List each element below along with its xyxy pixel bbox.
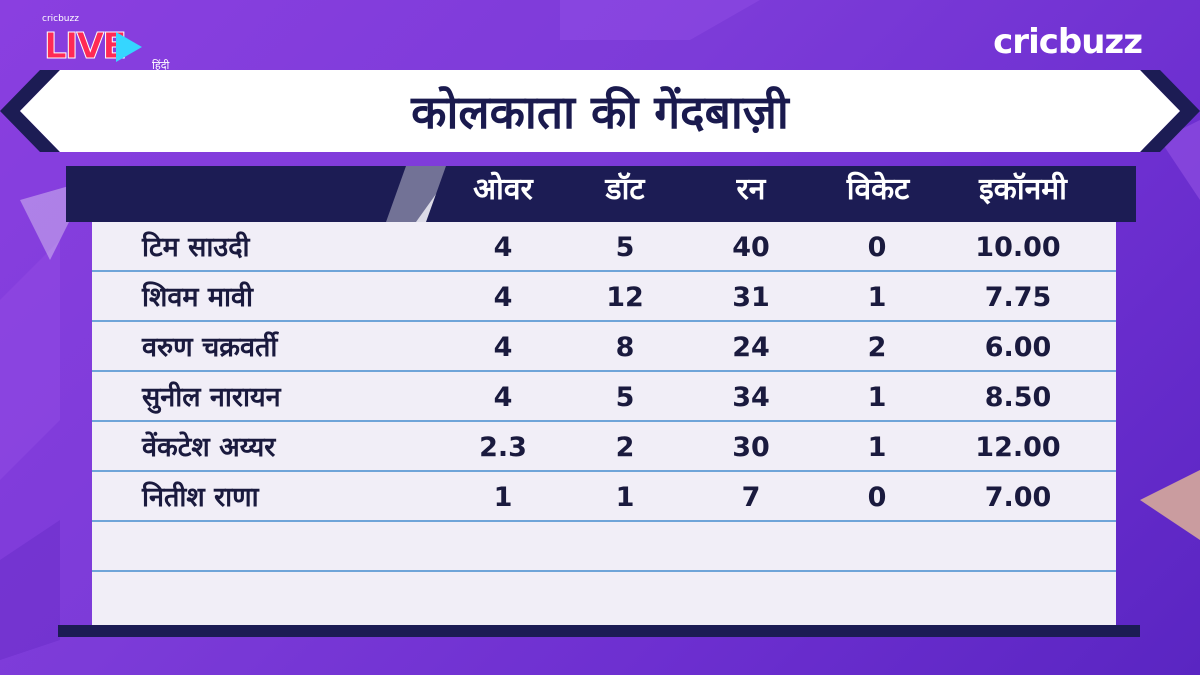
dots-value: 12 xyxy=(606,282,644,313)
page-title: कोलकाता की गेंदबाज़ी xyxy=(411,85,789,139)
runs-value: 24 xyxy=(732,332,770,363)
row-divider xyxy=(92,420,1116,422)
row-divider xyxy=(92,370,1116,372)
column-header-dots: डॉट xyxy=(605,172,645,207)
column-header-economy: इकॉनमी xyxy=(979,172,1067,207)
overs-value: 4 xyxy=(493,232,513,263)
table-row: नितीश राणा 1 1 7 0 7.00 xyxy=(92,474,1116,522)
table-row: वरुण चक्रवर्ती 4 8 24 2 6.00 xyxy=(92,324,1116,372)
cricbuzz-live-logo: cricbuzz LIVE हिंदी xyxy=(40,14,170,74)
runs-value: 40 xyxy=(732,232,770,263)
economy-value: 8.50 xyxy=(984,382,1052,413)
bowler-name: वरुण चक्रवर्ती xyxy=(142,332,278,363)
bowler-name: वेंकटेश अय्यर xyxy=(142,432,276,463)
dots-value: 8 xyxy=(615,332,635,363)
wickets-value: 0 xyxy=(867,482,887,513)
table-row: टिम साउदी 4 5 40 0 10.00 xyxy=(92,224,1116,272)
column-header-wickets: विकेट xyxy=(846,172,910,207)
overs-value: 1 xyxy=(493,482,513,513)
wickets-value: 1 xyxy=(867,432,887,463)
bottom-bar xyxy=(58,625,1140,637)
runs-value: 7 xyxy=(741,482,761,513)
wickets-value: 0 xyxy=(867,232,887,263)
overs-value: 2.3 xyxy=(479,432,527,463)
live-logo-language: हिंदी xyxy=(152,59,170,72)
runs-value: 31 xyxy=(732,282,770,313)
economy-value: 12.00 xyxy=(975,432,1061,463)
wickets-value: 2 xyxy=(867,332,887,363)
runs-value: 30 xyxy=(732,432,770,463)
economy-value: 7.00 xyxy=(984,482,1052,513)
row-divider xyxy=(92,320,1116,322)
bowling-table xyxy=(92,166,1116,626)
live-logo-word: LIVE xyxy=(44,26,128,68)
dots-value: 5 xyxy=(615,382,635,413)
dots-value: 5 xyxy=(615,232,635,263)
bowler-name: टिम साउदी xyxy=(142,232,250,263)
dots-value: 2 xyxy=(615,432,635,463)
table-row: शिवम मावी 4 12 31 1 7.75 xyxy=(92,274,1116,322)
economy-value: 10.00 xyxy=(975,232,1061,263)
wickets-value: 1 xyxy=(867,382,887,413)
column-header-overs: ओवर xyxy=(473,172,533,207)
play-icon xyxy=(116,32,142,62)
title-banner xyxy=(0,70,1200,152)
row-divider xyxy=(92,520,1116,522)
dots-value: 1 xyxy=(615,482,635,513)
table-row xyxy=(92,524,1116,572)
overs-value: 4 xyxy=(493,382,513,413)
overs-value: 4 xyxy=(493,282,513,313)
live-logo-small-text: cricbuzz xyxy=(42,14,79,24)
cricbuzz-logo: cricbuzz xyxy=(993,22,1143,62)
economy-value: 6.00 xyxy=(984,332,1052,363)
column-header-runs: रन xyxy=(736,172,766,207)
table-row: सुनील नारायन 4 5 34 1 8.50 xyxy=(92,374,1116,422)
bowler-name: शिवम मावी xyxy=(142,282,254,313)
runs-value: 34 xyxy=(732,382,770,413)
bowler-name: सुनील नारायन xyxy=(142,382,281,413)
economy-value: 7.75 xyxy=(984,282,1052,313)
table-row: वेंकटेश अय्यर 2.3 2 30 1 12.00 xyxy=(92,424,1116,472)
cricbuzz-logo-text: cricbuzz xyxy=(993,22,1143,62)
bowler-name: नितीश राणा xyxy=(142,482,259,513)
wickets-value: 1 xyxy=(867,282,887,313)
table-header-bar xyxy=(66,166,1136,222)
overs-value: 4 xyxy=(493,332,513,363)
row-divider xyxy=(92,270,1116,272)
row-divider xyxy=(92,570,1116,572)
row-divider xyxy=(92,470,1116,472)
